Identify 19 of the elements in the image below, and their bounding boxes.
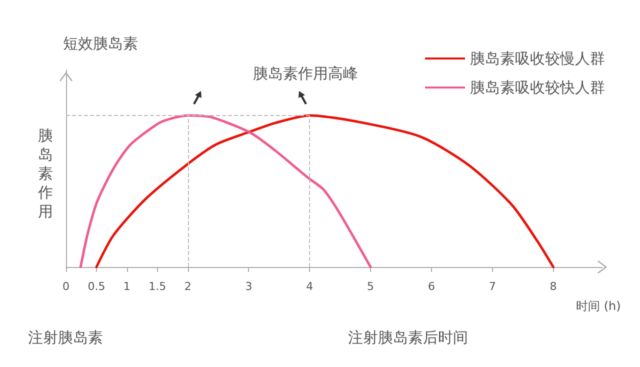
x-tick-label: 8 [550, 280, 557, 293]
x-tick-label: 2 [184, 280, 192, 293]
x-tick-label: 1.5 [148, 280, 166, 293]
x-axis-title: 时间 (h) [576, 299, 621, 313]
legend-label: 胰岛素吸收较快人群 [470, 78, 605, 96]
x-tick-label: 4 [306, 280, 314, 293]
x-tick-label: 1 [123, 280, 130, 293]
x-tick-label: 5 [367, 280, 374, 293]
x-tick-label: 0 [62, 280, 70, 293]
x-tick-label: 6 [428, 280, 435, 293]
text: 胰岛素作用高峰 [253, 64, 358, 82]
legend-label: 胰岛素吸收较慢人群 [470, 50, 605, 68]
x-tick-label: 3 [245, 280, 252, 293]
text: 注射胰岛素后时间 [348, 328, 468, 346]
y-axis-title: 胰岛素作用 [37, 126, 53, 220]
text: 注射胰岛素 [28, 328, 103, 346]
x-tick-label: 0.5 [88, 280, 106, 293]
text: 短效胰岛素 [63, 34, 138, 52]
x-tick-label: 7 [488, 280, 496, 293]
